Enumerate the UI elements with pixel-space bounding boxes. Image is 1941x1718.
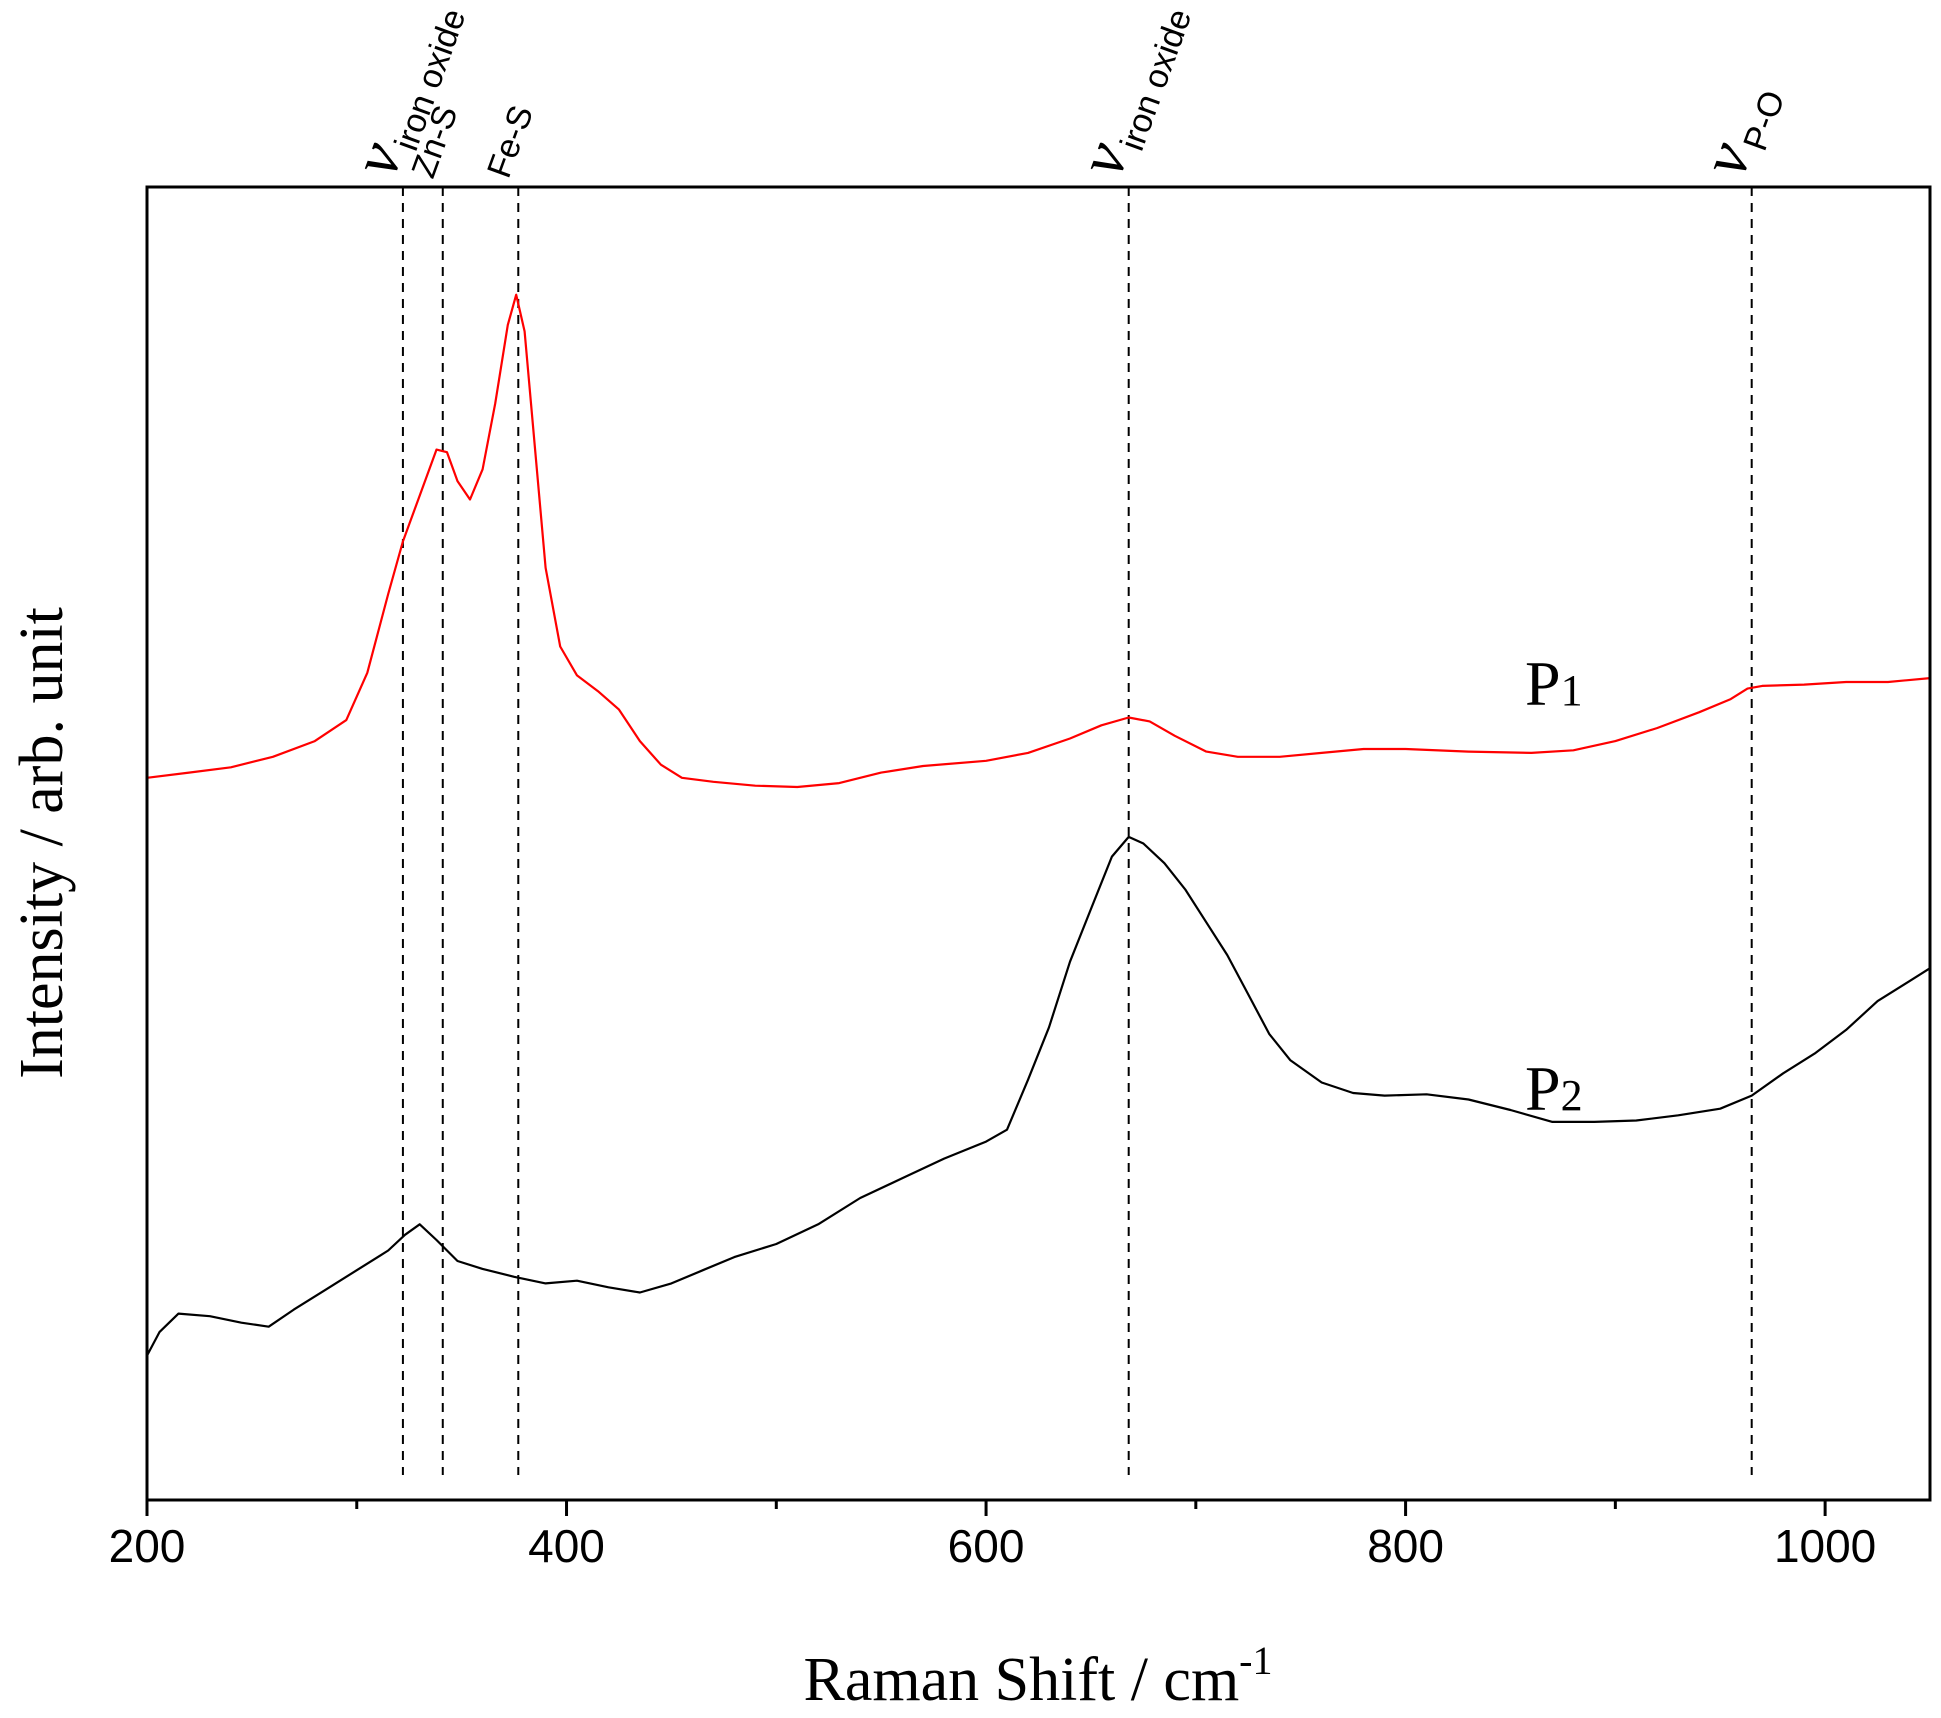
- x-axis-title: Raman Shift / cm-1: [804, 1638, 1273, 1714]
- series-line-p1: [146, 293, 1931, 789]
- x-tick-label-1000: 1000: [1774, 1520, 1876, 1572]
- x-tick-label-400: 400: [528, 1520, 605, 1572]
- y-axis-title: Intensity / arb. unit: [8, 607, 76, 1079]
- reference-lines: [401, 187, 1753, 1475]
- peak-label-3: viron oxide: [1064, 0, 1199, 187]
- x-tick-label-800: 800: [1367, 1520, 1444, 1572]
- x-tick-label-200: 200: [109, 1520, 186, 1572]
- x-tick-label-600: 600: [948, 1520, 1025, 1572]
- plot-frame: [145, 185, 1932, 1502]
- peak-label-0: viron oxide: [338, 0, 473, 187]
- peak-label-2: Fe-S: [480, 100, 541, 182]
- series-label-p1: P1: [1525, 648, 1583, 719]
- peak-label-4: vP-O: [1687, 72, 1792, 187]
- series-label-p2: P2: [1525, 1053, 1583, 1124]
- series-layer: [146, 293, 1931, 1357]
- x-axis: 200 400 600 800 1000: [109, 1500, 1876, 1572]
- series-line-p2: [146, 835, 1931, 1357]
